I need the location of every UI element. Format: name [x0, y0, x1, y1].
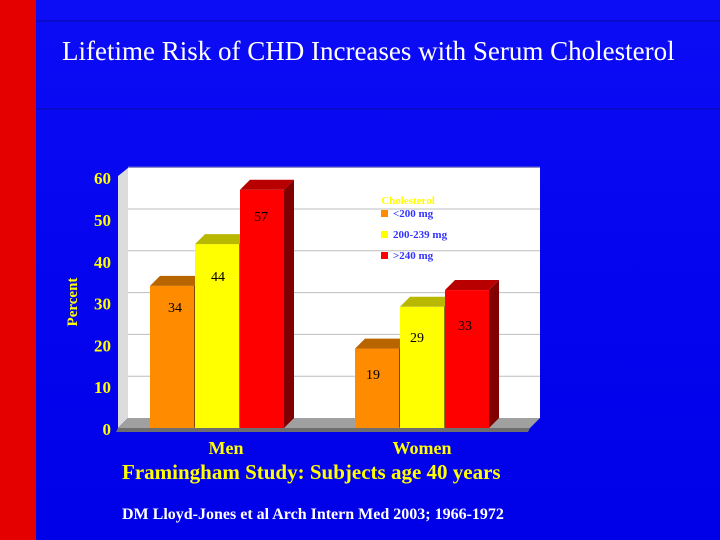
y-tick-label: 60 [94, 169, 111, 188]
bar-front [355, 348, 399, 428]
bar-side [489, 280, 499, 428]
bar-top [195, 234, 249, 245]
bar [355, 338, 409, 428]
x-category-label: Women [392, 438, 451, 458]
title-rule [36, 108, 720, 110]
bar-top [240, 179, 294, 190]
left-accent-bar [0, 0, 36, 540]
slide-title: Lifetime Risk of CHD Increases with Seru… [62, 36, 675, 66]
bar-front [240, 189, 284, 428]
data-labels: 34 44 57 19 29 33 [168, 210, 472, 383]
bar-side [284, 179, 294, 428]
legend-entry: <200 mg [393, 208, 434, 220]
legend-swatch [381, 231, 388, 238]
legend-swatch [381, 210, 388, 217]
x-category-labels: Men Women [209, 438, 452, 458]
legend-entry: >240 mg [393, 250, 434, 262]
legend: Cholesterol <200 mg 200-239 mg >240 mg [381, 195, 448, 262]
plot-floor-front [116, 428, 530, 432]
y-tick-label: 20 [94, 336, 111, 355]
y-tick-labels: 0 10 20 30 40 50 60 [94, 169, 111, 439]
data-label: 29 [410, 331, 424, 346]
data-label: 34 [168, 301, 182, 316]
bar-top [150, 275, 204, 286]
legend-title: Cholesterol [381, 195, 435, 207]
bar [240, 179, 294, 428]
data-label: 44 [211, 270, 225, 285]
data-label: 19 [366, 368, 380, 383]
y-tick-label: 0 [103, 420, 112, 439]
bar-front [195, 244, 239, 428]
bar-top [400, 296, 454, 307]
y-tick-label: 10 [94, 378, 111, 397]
data-label: 33 [458, 319, 472, 334]
bar-top [355, 338, 409, 349]
data-label: 57 [254, 210, 268, 225]
legend-entry: 200-239 mg [393, 229, 448, 241]
bar-top [445, 280, 499, 291]
legend-swatch [381, 252, 388, 259]
top-rule [36, 20, 720, 22]
study-caption: Framingham Study: Subjects age 40 years [122, 460, 501, 484]
y-tick-label: 30 [94, 295, 111, 314]
y-tick-label: 50 [94, 211, 111, 230]
y-axis-label: Percent [65, 278, 81, 327]
bar-front [445, 290, 489, 428]
x-category-label: Men [209, 438, 244, 458]
bars-group [150, 179, 499, 428]
y-tick-label: 40 [94, 253, 111, 272]
plot-side-wall [118, 168, 128, 428]
citation: DM Lloyd-Jones et al Arch Intern Med 200… [122, 506, 504, 523]
bar [445, 280, 499, 428]
bar-front [400, 306, 444, 428]
bar-front [150, 285, 194, 428]
